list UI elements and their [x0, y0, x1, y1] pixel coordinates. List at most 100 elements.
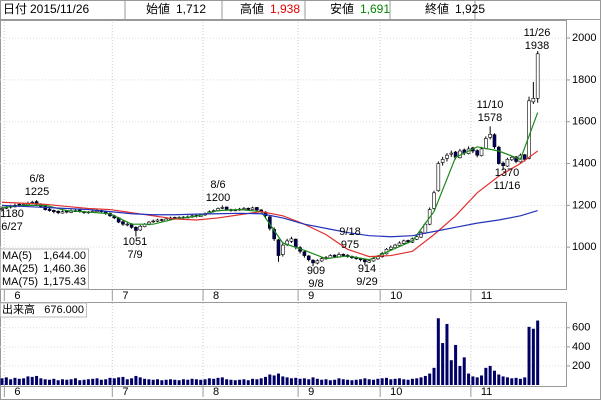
volume-bar	[445, 323, 449, 385]
date: 2015/11/26	[30, 2, 89, 16]
volume-bar	[419, 377, 423, 385]
volume-bar	[376, 378, 380, 385]
candle-body	[514, 156, 518, 162]
candle-body	[341, 253, 346, 256]
legend-value: 1,644.00	[43, 250, 86, 262]
volume-bar	[212, 378, 216, 385]
volume-bar	[415, 378, 419, 385]
legend-name: MA(75)	[2, 276, 38, 288]
candle-body	[332, 254, 337, 257]
volume-bar	[449, 360, 453, 385]
annotation: 975	[341, 239, 359, 251]
volume-bar	[91, 378, 95, 385]
volume-bar	[207, 378, 211, 385]
volume-bar	[441, 343, 445, 385]
y-tick-label: 1600	[572, 116, 596, 128]
candle-body	[56, 210, 60, 213]
volume-bar	[22, 378, 26, 385]
volume-title: 出来高	[2, 302, 35, 316]
volume-bar	[458, 365, 462, 385]
annotation: 1225	[25, 186, 49, 198]
volume-bar	[354, 379, 358, 385]
volume-bar	[518, 378, 522, 385]
annotation: 7/9	[127, 249, 142, 261]
volume-bar	[311, 377, 315, 385]
open: 1,712	[176, 2, 206, 16]
volume-bar	[69, 379, 73, 385]
header-dividers	[124, 0, 476, 20]
x-tick-label: 7	[122, 386, 128, 398]
volume-bar	[125, 379, 129, 385]
volume-bar	[242, 379, 246, 385]
candle-body	[436, 163, 441, 192]
candle-body	[125, 223, 130, 226]
volume-bar	[0, 378, 4, 385]
x-tick-label: 11	[481, 386, 492, 398]
candle-body	[289, 238, 294, 242]
volume-bar	[307, 379, 311, 385]
volume-bar	[138, 377, 142, 385]
volume-bar	[238, 379, 242, 385]
candle-body	[371, 258, 376, 262]
volume-bar	[190, 378, 194, 385]
candle-body	[440, 159, 445, 163]
candle-body	[160, 219, 164, 221]
volume-bar	[194, 379, 198, 385]
candle-body	[527, 100, 531, 159]
volume-bar	[289, 378, 293, 385]
candle-body	[363, 259, 367, 263]
volume-bar	[134, 375, 138, 385]
volume-bar	[333, 379, 337, 385]
volume-bar	[112, 378, 116, 385]
volume-bar	[523, 377, 527, 385]
volume-bar	[372, 379, 376, 385]
y-tick-label: 1000	[572, 241, 596, 253]
x-tick-label: 8	[213, 386, 219, 398]
annotation: 909	[307, 265, 325, 277]
candle-body	[280, 244, 285, 255]
volume-bar	[104, 379, 108, 385]
x-tick-label: 11	[481, 290, 492, 302]
volume-bar	[423, 375, 427, 385]
volume-bar	[501, 376, 505, 385]
ma-line	[1, 150, 539, 258]
volume-bar	[505, 377, 509, 385]
candle-body	[393, 244, 397, 248]
volume-bar	[363, 378, 367, 385]
x-tick-label: 6	[14, 386, 20, 398]
annotation: 1200	[206, 192, 230, 204]
volume-value: 676.000	[44, 304, 84, 316]
volume-bar	[406, 379, 410, 385]
volume-bar	[117, 377, 121, 385]
volume-bar	[60, 379, 64, 385]
candle-body	[121, 221, 125, 225]
x-tick-label: 7	[122, 290, 128, 302]
x-tick-label: 9	[308, 386, 314, 398]
volume-bar	[255, 379, 259, 385]
volume-bar	[402, 379, 406, 385]
annotation: 1370	[495, 167, 519, 179]
volume-bar	[454, 344, 458, 385]
candle-body	[445, 154, 449, 159]
candle-body	[367, 260, 372, 263]
candle-body	[319, 258, 324, 262]
legend-box	[0, 248, 89, 290]
candle-body	[306, 255, 311, 261]
volume-bar	[108, 377, 112, 385]
volume-bar	[233, 380, 237, 385]
volume-bar	[492, 370, 496, 385]
volume-bar	[294, 377, 298, 385]
y-tick-label: 1800	[572, 74, 596, 86]
volume-legend-box	[0, 302, 87, 318]
volume-bar	[350, 380, 354, 385]
candle-body	[276, 239, 281, 256]
volume-bar	[173, 379, 177, 385]
candle-body	[388, 246, 393, 250]
volume-bar	[328, 380, 332, 385]
volume-bar	[73, 378, 77, 385]
candle-body	[488, 133, 492, 138]
y-tick-label: 1200	[572, 199, 596, 211]
high: 1,938	[270, 2, 300, 16]
low: 1,691	[360, 2, 390, 16]
